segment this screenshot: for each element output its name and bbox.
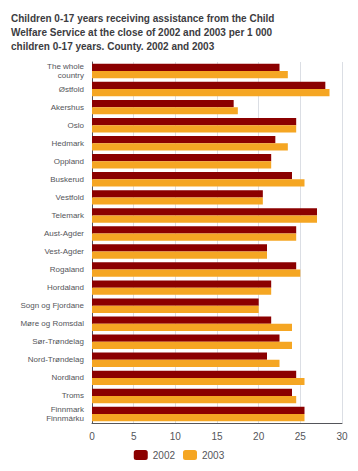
svg-text:Hedmark: Hedmark <box>52 139 85 148</box>
svg-text:Vestfold: Vestfold <box>56 193 84 202</box>
svg-text:Welfare Service at the close o: Welfare Service at the close of 2002 and… <box>11 27 273 38</box>
svg-text:2002: 2002 <box>153 450 176 461</box>
svg-text:Oppland: Oppland <box>54 157 84 166</box>
svg-text:Østfold: Østfold <box>59 85 84 94</box>
svg-text:25: 25 <box>295 431 307 442</box>
svg-text:Akershus: Akershus <box>51 103 84 112</box>
svg-text:Telemark: Telemark <box>52 211 85 220</box>
svg-text:5: 5 <box>131 431 137 442</box>
svg-text:Hordaland: Hordaland <box>47 283 84 292</box>
svg-text:children 0-17 years. County. 2: children 0-17 years. County. 2002 and 20… <box>11 41 215 52</box>
svg-text:Oslo: Oslo <box>68 121 85 130</box>
svg-text:Sør-Trøndelag: Sør-Trøndelag <box>32 337 84 346</box>
svg-text:0: 0 <box>89 431 95 442</box>
svg-text:2003: 2003 <box>202 450 225 461</box>
svg-text:Troms: Troms <box>62 391 84 400</box>
svg-text:Rogaland: Rogaland <box>50 265 84 274</box>
svg-text:20: 20 <box>253 431 265 442</box>
svg-text:Children 0-17 years receiving: Children 0-17 years receiving assistance… <box>11 13 274 24</box>
svg-text:30: 30 <box>336 431 348 442</box>
svg-text:Nordland: Nordland <box>52 373 84 382</box>
svg-text:Vest-Agder: Vest-Agder <box>44 247 84 256</box>
svg-text:The whole: The whole <box>47 62 84 71</box>
svg-text:Sogn og Fjordane: Sogn og Fjordane <box>20 301 84 310</box>
svg-text:Finnmark: Finnmark <box>51 405 85 414</box>
svg-text:Finnmárku: Finnmárku <box>46 414 84 423</box>
svg-text:Møre og Romsdal: Møre og Romsdal <box>20 319 84 328</box>
svg-text:Aust-Agder: Aust-Agder <box>44 229 84 238</box>
svg-text:15: 15 <box>211 431 223 442</box>
svg-text:Nord-Trøndelag: Nord-Trøndelag <box>28 355 84 364</box>
svg-text:Buskerud: Buskerud <box>50 175 84 184</box>
svg-text:10: 10 <box>170 431 182 442</box>
svg-text:country: country <box>58 71 84 80</box>
